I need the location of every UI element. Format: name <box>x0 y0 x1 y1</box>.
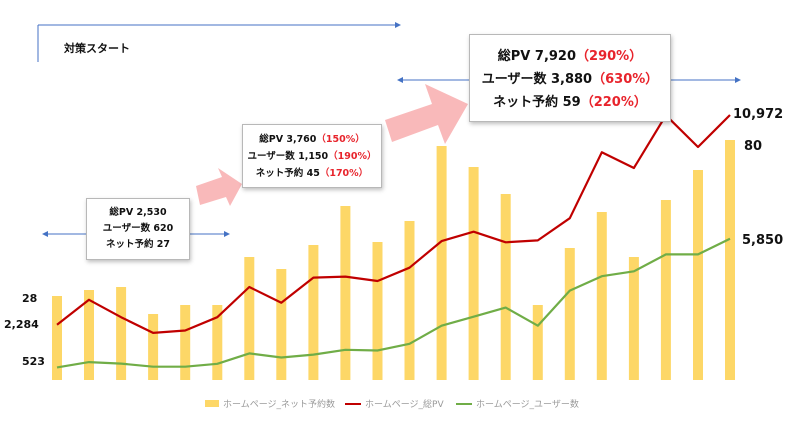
bars-layer <box>52 140 735 380</box>
summary-box-2: 総PV 3,760（150%） ユーザー数 1,150（190%） ネット予約 … <box>242 124 382 188</box>
box-1-reservations: ネット予約 27 <box>105 239 171 250</box>
box-1-pv: 総PV 2,530 <box>109 207 167 218</box>
range-arrow-2-left-head <box>397 77 403 83</box>
box-3-reservations: ネット予約 59（220%） <box>493 95 647 110</box>
range-arrow-2-right-head <box>735 77 741 83</box>
bars-first-label: 28 <box>22 292 37 305</box>
box-3-users: ユーザー数 3,880（630%） <box>481 72 659 87</box>
range-arrow-1-right-head <box>224 231 230 237</box>
bar-19 <box>628 257 639 380</box>
range-arrow-1-left-head <box>42 231 48 237</box>
legend-item-users: ホームページ_ユーザー数 <box>456 397 579 410</box>
box-2-users: ユーザー数 1,150（190%） <box>247 151 377 162</box>
bar-5 <box>180 305 191 380</box>
summary-box-3: 総PV 7,920（290%） ユーザー数 3,880（630%） ネット予約 … <box>469 34 671 122</box>
box-1-users: ユーザー数 620 <box>102 223 174 234</box>
growth-arrow-large <box>385 84 468 144</box>
box-3-pv: 総PV 7,920（290%） <box>497 49 643 64</box>
start-label: 対策スタート <box>64 42 130 55</box>
legend-pv-swatch <box>345 402 361 405</box>
bar-14 <box>468 167 479 380</box>
bars-last-label: 80 <box>744 139 762 154</box>
legend-users-label: ホームページ_ユーザー数 <box>476 400 579 410</box>
legend-pv-label: ホームページ_総PV <box>365 400 444 410</box>
bar-2 <box>84 290 94 380</box>
bar-11 <box>372 242 383 380</box>
summary-box-1: 総PV 2,530 ユーザー数 620 ネット予約 27 <box>86 198 190 260</box>
legend-item-bars: ホームページ_ネット予約数 <box>205 397 335 410</box>
bar-16 <box>532 305 543 380</box>
legend-users-swatch <box>456 402 472 405</box>
bar-17 <box>564 248 575 380</box>
bar-22 <box>725 140 735 380</box>
bar-18 <box>596 212 607 380</box>
users-first-label: 523 <box>22 355 45 368</box>
bar-9 <box>308 245 319 380</box>
bar-15 <box>500 194 511 380</box>
pv-first-label: 2,284 <box>4 318 39 331</box>
bar-4 <box>148 314 159 380</box>
users-last-label: 5,850 <box>742 233 783 248</box>
users-line <box>56 237 731 369</box>
bar-21 <box>693 170 703 380</box>
box-2-pv: 総PV 3,760（150%） <box>259 134 365 145</box>
bar-7 <box>244 257 255 380</box>
bar-10 <box>340 206 351 380</box>
bar-3 <box>116 287 127 380</box>
start-arrowhead <box>395 22 401 28</box>
bar-12 <box>404 221 415 380</box>
bar-6 <box>212 305 223 380</box>
bar-13 <box>436 146 447 380</box>
bar-1 <box>52 296 62 380</box>
growth-arrow-small <box>196 168 242 206</box>
pv-line <box>56 114 731 334</box>
legend-bar-swatch <box>205 400 219 407</box>
box-2-reservations: ネット予約 45（170%） <box>255 168 369 179</box>
bar-8 <box>276 269 287 380</box>
data-labels-layer: 28 2,284 523 10,972 80 5,850 <box>4 107 783 368</box>
legend-item-pv: ホームページ_総PV <box>345 397 444 410</box>
bar-20 <box>660 200 671 380</box>
legend-bar-label: ホームページ_ネット予約数 <box>223 400 336 410</box>
pv-last-label: 10,972 <box>733 107 783 122</box>
lines-layer <box>56 114 731 369</box>
